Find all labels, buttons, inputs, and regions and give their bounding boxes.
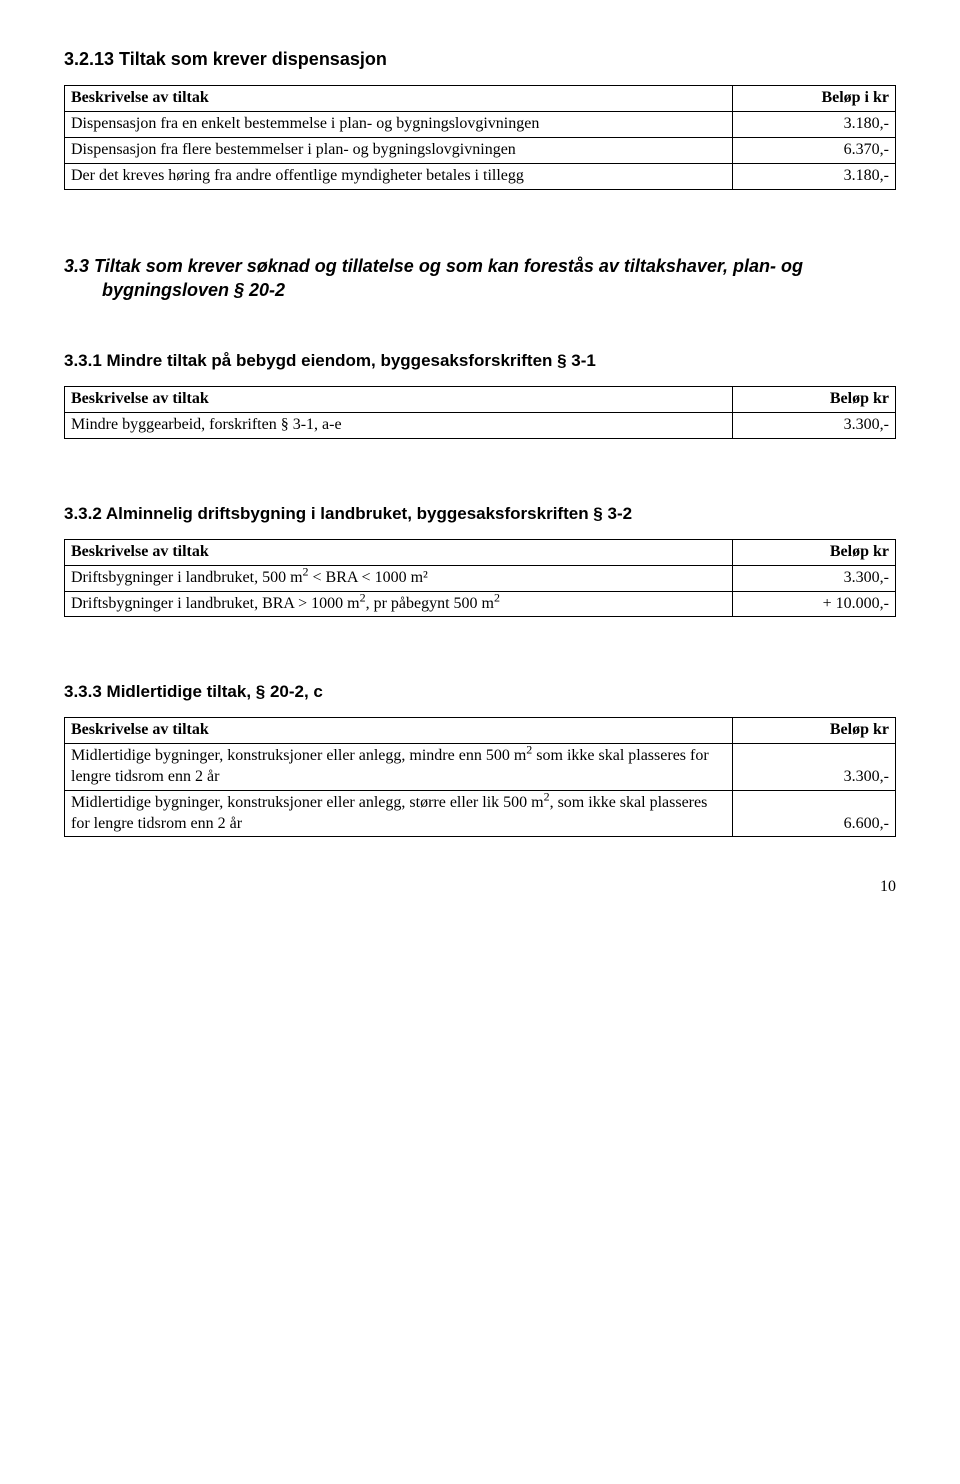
table-3-3-1: Beskrivelse av tiltak Beløp kr Mindre by… (64, 386, 896, 439)
cell-label: Driftsbygninger i landbruket, BRA > 1000… (65, 591, 733, 617)
cell-label: Mindre byggearbeid, forskriften § 3-1, a… (65, 413, 733, 439)
table-3-3-3: Beskrivelse av tiltak Beløp kr Midlertid… (64, 717, 896, 837)
table-row: Midlertidige bygninger, konstruksjoner e… (65, 790, 896, 837)
section-title: 3.2.13 Tiltak som krever dispensasjon (64, 48, 896, 71)
cell-amount: 3.300,- (733, 565, 896, 591)
cell-amount: + 10.000,- (733, 591, 896, 617)
table-header: Beskrivelse av tiltak Beløp kr (65, 387, 896, 413)
cell-amount: 3.300,- (733, 744, 896, 791)
table-row: Der det kreves høring fra andre offentli… (65, 163, 896, 189)
table-row: Dispensasjon fra flere bestemmelser i pl… (65, 137, 896, 163)
th-amount: Beløp i kr (733, 86, 896, 112)
cell-amount: 3.180,- (733, 163, 896, 189)
page-number: 10 (64, 877, 896, 898)
cell-amount: 3.300,- (733, 413, 896, 439)
section-title: 3.3 Tiltak som krever søknad og tillatel… (64, 254, 896, 303)
section-3-3-3: 3.3.3 Midlertidige tiltak, § 20-2, c Bes… (64, 681, 896, 837)
section-3-3-2: 3.3.2 Alminnelig driftsbygning i landbru… (64, 503, 896, 617)
table-header: Beskrivelse av tiltak Beløp i kr (65, 86, 896, 112)
th-label: Beskrivelse av tiltak (65, 718, 733, 744)
th-amount: Beløp kr (733, 718, 896, 744)
section-3-3: 3.3 Tiltak som krever søknad og tillatel… (64, 254, 896, 303)
cell-label: Dispensasjon fra flere bestemmelser i pl… (65, 137, 733, 163)
section-title: 3.3.1 Mindre tiltak på bebygd eiendom, b… (64, 350, 896, 372)
th-label: Beskrivelse av tiltak (65, 539, 733, 565)
table-row: Driftsbygninger i landbruket, 500 m2 < B… (65, 565, 896, 591)
table-row: Dispensasjon fra en enkelt bestemmelse i… (65, 112, 896, 138)
cell-label: Dispensasjon fra en enkelt bestemmelse i… (65, 112, 733, 138)
table-header: Beskrivelse av tiltak Beløp kr (65, 539, 896, 565)
table-row: Midlertidige bygninger, konstruksjoner e… (65, 744, 896, 791)
cell-label: Midlertidige bygninger, konstruksjoner e… (65, 744, 733, 791)
table-3-3-2: Beskrivelse av tiltak Beløp kr Driftsbyg… (64, 539, 896, 617)
cell-label: Midlertidige bygninger, konstruksjoner e… (65, 790, 733, 837)
th-amount: Beløp kr (733, 387, 896, 413)
cell-amount: 6.370,- (733, 137, 896, 163)
cell-label: Driftsbygninger i landbruket, 500 m2 < B… (65, 565, 733, 591)
section-3-2-13: 3.2.13 Tiltak som krever dispensasjon Be… (64, 48, 896, 190)
cell-amount: 3.180,- (733, 112, 896, 138)
section-title: 3.3.2 Alminnelig driftsbygning i landbru… (64, 503, 896, 525)
section-title: 3.3.3 Midlertidige tiltak, § 20-2, c (64, 681, 896, 703)
table-row: Mindre byggearbeid, forskriften § 3-1, a… (65, 413, 896, 439)
th-label: Beskrivelse av tiltak (65, 387, 733, 413)
section-3-3-1: 3.3.1 Mindre tiltak på bebygd eiendom, b… (64, 350, 896, 439)
th-amount: Beløp kr (733, 539, 896, 565)
table-row: Driftsbygninger i landbruket, BRA > 1000… (65, 591, 896, 617)
table-header: Beskrivelse av tiltak Beløp kr (65, 718, 896, 744)
table-3-2-13: Beskrivelse av tiltak Beløp i kr Dispens… (64, 85, 896, 189)
cell-label: Der det kreves høring fra andre offentli… (65, 163, 733, 189)
cell-amount: 6.600,- (733, 790, 896, 837)
th-label: Beskrivelse av tiltak (65, 86, 733, 112)
